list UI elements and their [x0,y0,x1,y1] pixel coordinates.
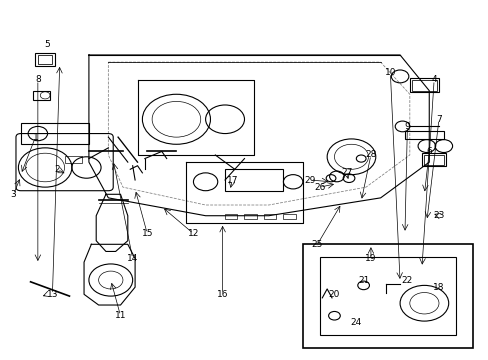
Text: 12: 12 [187,229,199,238]
Text: 22: 22 [401,275,412,284]
Text: 23: 23 [432,211,444,220]
Text: 29: 29 [304,176,315,185]
Bar [35,53,55,66]
Bar [64,157,81,163]
Text: 19: 19 [365,254,376,263]
Text: 7: 7 [435,115,441,124]
Text: 15: 15 [141,229,153,238]
Bar [224,169,283,191]
Bar [244,214,256,219]
Text: 17: 17 [226,176,238,185]
Text: 1: 1 [33,132,38,141]
Bar [283,214,295,219]
Bar [38,55,52,64]
Text: 26: 26 [313,183,325,192]
Bar [424,155,443,165]
Text: 14: 14 [127,254,138,263]
Text: 9: 9 [404,122,409,131]
Text: 3: 3 [11,190,17,199]
Bar [404,131,443,139]
Bar [224,214,237,219]
Bar [302,244,472,348]
Bar [33,91,50,100]
Text: 6: 6 [426,147,431,156]
Text: 28: 28 [365,150,376,159]
Bar [421,153,446,166]
Text: 5: 5 [44,40,50,49]
Text: 11: 11 [115,311,126,320]
Text: 20: 20 [328,290,340,299]
Bar [264,214,276,219]
Text: 10: 10 [384,68,395,77]
Text: 25: 25 [311,240,323,249]
Text: 24: 24 [350,318,361,327]
Text: 18: 18 [432,283,444,292]
Text: 2: 2 [54,165,60,174]
Text: 16: 16 [216,290,228,299]
Text: 8: 8 [35,76,41,85]
Text: 13: 13 [46,290,58,299]
Bar [411,80,436,91]
Text: 21: 21 [357,275,368,284]
Bar [319,257,455,336]
Text: 4: 4 [430,76,436,85]
Text: 27: 27 [340,168,351,177]
Bar [409,78,438,93]
Bar [21,123,89,144]
